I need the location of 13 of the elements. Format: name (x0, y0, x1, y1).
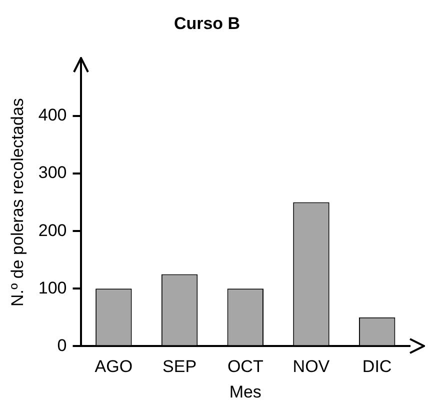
x-tick-label: OCT (227, 357, 264, 376)
y-tick-label: 300 (38, 163, 67, 182)
x-axis-title: Mes (229, 382, 262, 402)
y-tick-label: 0 (57, 336, 67, 355)
y-tick-label: 200 (38, 220, 67, 240)
x-tick-label: DIC (362, 357, 392, 376)
x-tick-label: AGO (94, 357, 133, 376)
y-tick-label: 100 (38, 278, 67, 298)
y-tick-label: 400 (38, 106, 67, 125)
y-axis-title: N.º de poleras recolectadas (8, 98, 27, 307)
x-tick-label: SEP (162, 357, 197, 376)
x-tick-label: NOV (292, 357, 330, 376)
chart-title: Curso B (174, 14, 240, 33)
